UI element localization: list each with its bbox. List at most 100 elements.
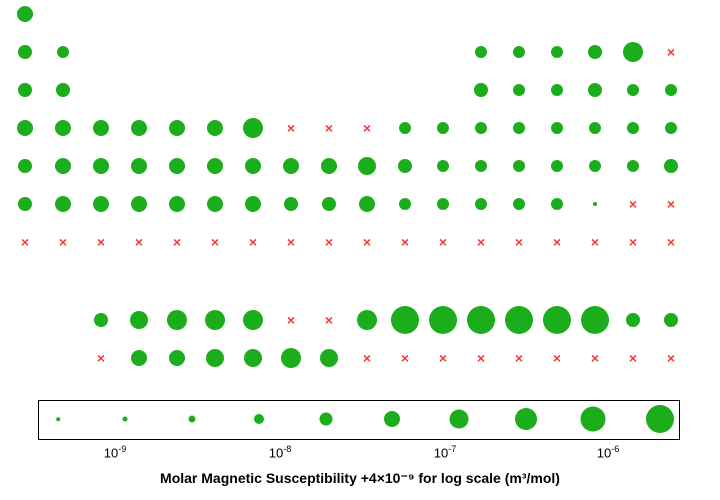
x-row7-col9: ×: [325, 235, 333, 249]
x-frow2-col16: ×: [591, 351, 599, 365]
dot-frow1-col6: [205, 310, 225, 330]
dot-frow2-col7: [244, 349, 262, 367]
x-row7-col17: ×: [629, 235, 637, 249]
dot-row6-col6: [207, 196, 223, 212]
legend-dot-9: [646, 405, 674, 433]
dot-row4-col15: [551, 122, 563, 134]
dot-row2-col15: [551, 46, 563, 58]
x-frow1-col8: ×: [287, 313, 295, 327]
dot-row3-col17: [627, 84, 639, 96]
x-row7-col13: ×: [477, 235, 485, 249]
tick-label-0: 10-9: [104, 444, 126, 460]
x-row7-col5: ×: [173, 235, 181, 249]
dot-frow1-col12: [429, 306, 457, 334]
tick-label-2: 10-7: [434, 444, 456, 460]
dot-row4-col6: [207, 120, 223, 136]
x-row2-col18: ×: [667, 45, 675, 59]
x-row7-col18: ×: [667, 235, 675, 249]
legend-dot-1: [122, 417, 127, 422]
x-row7-col16: ×: [591, 235, 599, 249]
dot-row5-col16: [589, 160, 601, 172]
x-row7-col14: ×: [515, 235, 523, 249]
dot-row6-col12: [437, 198, 449, 210]
x-frow2-col13: ×: [477, 351, 485, 365]
dot-row4-col17: [627, 122, 639, 134]
x-row6-col18: ×: [667, 197, 675, 211]
axis-title: Molar Magnetic Susceptibility +4×10⁻⁹ fo…: [160, 470, 560, 487]
chart-stage: ×××××××××××××××××××××××××××××××××××× 10-…: [0, 0, 720, 500]
dot-row6-col15: [551, 198, 563, 210]
legend-dot-6: [450, 410, 469, 429]
dot-row3-col18: [665, 84, 677, 96]
dot-row6-col4: [131, 196, 147, 212]
dot-row6-col13: [475, 198, 487, 210]
dot-row4-col7: [243, 118, 263, 138]
dot-row4-col2: [55, 120, 71, 136]
dot-row6-col14: [513, 198, 525, 210]
dot-row6-col10: [359, 196, 375, 212]
dot-frow2-col5: [169, 350, 185, 366]
dot-row2-col16: [588, 45, 602, 59]
x-row4-col9: ×: [325, 121, 333, 135]
dot-row3-col16: [588, 83, 602, 97]
dot-frow1-col13: [467, 306, 495, 334]
dot-row5-col13: [475, 160, 487, 172]
x-row7-col6: ×: [211, 235, 219, 249]
dot-row6-col5: [169, 196, 185, 212]
dot-frow1-col4: [130, 311, 148, 329]
dot-frow1-col5: [167, 310, 187, 330]
dot-frow2-col6: [206, 349, 224, 367]
dot-row3-col14: [513, 84, 525, 96]
x-frow1-col9: ×: [325, 313, 333, 327]
dot-row2-col14: [513, 46, 525, 58]
x-frow2-col10: ×: [363, 351, 371, 365]
dot-row4-col3: [93, 120, 109, 136]
dot-frow1-col14: [505, 306, 533, 334]
x-row7-col1: ×: [21, 235, 29, 249]
dot-frow1-col17: [626, 313, 640, 327]
dot-row5-col6: [207, 158, 223, 174]
dot-frow1-col16: [581, 306, 609, 334]
dot-row5-col17: [627, 160, 639, 172]
dot-row1-col1: [17, 6, 33, 22]
dot-frow2-col8: [281, 348, 301, 368]
dot-row5-col11: [398, 159, 412, 173]
tick-label-3: 10-6: [597, 444, 619, 460]
legend-dot-7: [515, 408, 537, 430]
dot-frow1-col7: [243, 310, 263, 330]
dot-row5-col15: [551, 160, 563, 172]
x-row4-col10: ×: [363, 121, 371, 135]
dot-row5-col3: [93, 158, 109, 174]
dot-row3-col13: [474, 83, 488, 97]
x-frow2-col15: ×: [553, 351, 561, 365]
dot-row4-col13: [475, 122, 487, 134]
legend-dot-4: [319, 413, 332, 426]
dot-row4-col4: [131, 120, 147, 136]
x-row7-col7: ×: [249, 235, 257, 249]
legend-dot-3: [254, 414, 264, 424]
dot-frow1-col11: [391, 306, 419, 334]
x-row6-col17: ×: [629, 197, 637, 211]
dot-frow2-col9: [320, 349, 338, 367]
legend-dot-5: [384, 411, 400, 427]
dot-row5-col14: [513, 160, 525, 172]
x-row4-col8: ×: [287, 121, 295, 135]
x-row7-col15: ×: [553, 235, 561, 249]
legend-dot-8: [581, 407, 606, 432]
dot-row4-col14: [513, 122, 525, 134]
dot-row5-col12: [437, 160, 449, 172]
dot-row5-col7: [245, 158, 261, 174]
dot-row6-col1: [18, 197, 32, 211]
x-row7-col3: ×: [97, 235, 105, 249]
dot-row2-col1: [18, 45, 32, 59]
x-row7-col11: ×: [401, 235, 409, 249]
x-frow2-col14: ×: [515, 351, 523, 365]
x-row7-col10: ×: [363, 235, 371, 249]
dot-row6-col3: [93, 196, 109, 212]
dot-row5-col2: [55, 158, 71, 174]
dot-frow1-col15: [543, 306, 571, 334]
dot-row5-col4: [131, 158, 147, 174]
dot-row3-col2: [56, 83, 70, 97]
dot-row6-col8: [284, 197, 298, 211]
dot-row4-col12: [437, 122, 449, 134]
